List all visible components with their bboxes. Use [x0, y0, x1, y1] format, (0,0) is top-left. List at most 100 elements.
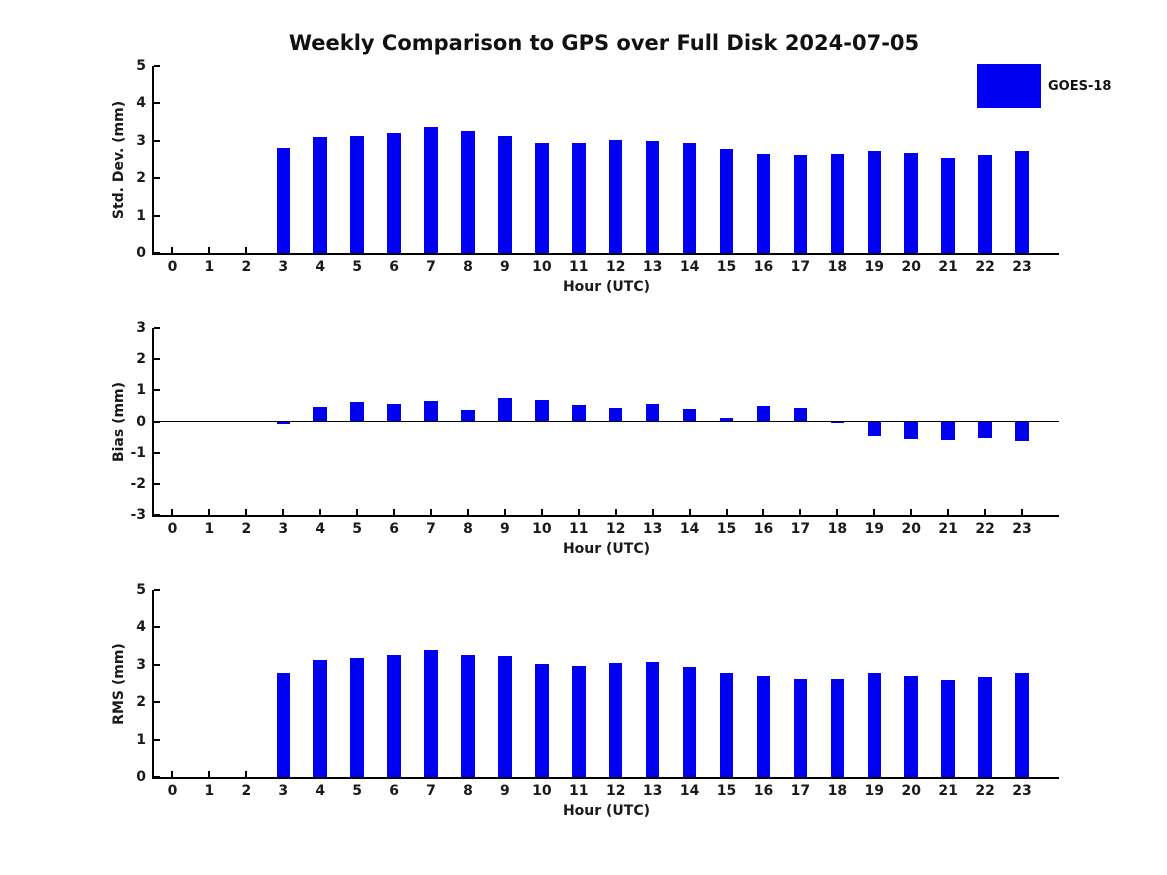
x-tick: [245, 509, 248, 515]
y-tick-label: -1: [130, 444, 146, 461]
y-tick-label: 5: [136, 58, 146, 74]
x-tick-label: 8: [463, 521, 473, 537]
x-tick-label: 4: [315, 783, 326, 799]
x-tick: [171, 509, 174, 515]
x-tick-label: 17: [790, 783, 811, 799]
x-tick-label: 1: [204, 521, 215, 537]
subplot-bias: Bias (mm) 3 2 1 0 -1 -2 -3 0 1 2 3 4 5 6 7 8 9 10 11 12 13 14 1…: [111, 320, 1059, 557]
y-tick-label: 1: [136, 731, 146, 748]
bar-hour-20: [904, 153, 918, 253]
bar-hour-17: [793, 155, 808, 253]
bar-hour-23: [1015, 672, 1029, 777]
bar-hour-16: [756, 154, 771, 253]
bar-hour-11: [572, 404, 586, 422]
x-tick-label: 19: [864, 259, 885, 275]
x-tick-label: 14: [679, 259, 700, 275]
y-tick: [154, 327, 160, 329]
bar-hour-21: [941, 421, 955, 440]
bar-hour-10: [535, 399, 549, 422]
x-tick: [540, 509, 543, 515]
x-tick-label: 1: [204, 783, 215, 799]
x-tick: [245, 771, 248, 777]
bar-hour-18: [830, 154, 845, 253]
bar-hour-22: [978, 676, 992, 777]
x-tick-label: 10: [532, 521, 552, 537]
y-tick-label: 4: [136, 619, 146, 636]
bar-hour-23: [1015, 421, 1029, 441]
bar-hour-14: [682, 409, 697, 422]
x-tick-label: 0: [167, 259, 178, 275]
bar-hour-19: [867, 673, 882, 777]
x-tick: [688, 509, 691, 515]
bar-hour-4: [313, 659, 327, 777]
x-tick: [873, 509, 876, 515]
x-tick-label: 20: [901, 259, 921, 275]
bar-hour-16: [756, 405, 771, 422]
bar-hour-15: [719, 673, 734, 777]
x-axis-label-std-dev: Hour (UTC): [562, 279, 651, 295]
bar-hour-13: [645, 140, 660, 253]
bar-hour-22: [978, 421, 992, 438]
bar-hour-7: [424, 650, 438, 777]
bar-hour-4: [313, 137, 327, 253]
x-tick-label: 7: [426, 521, 436, 537]
x-tick-label: 8: [463, 783, 473, 799]
x-tick-label: 6: [389, 259, 399, 275]
y-tick: [154, 482, 160, 485]
y-tick-label: -3: [130, 507, 146, 523]
legend-swatch-goes18: [977, 64, 1041, 108]
x-tick-label: 22: [975, 259, 995, 275]
bar-hour-11: [572, 665, 586, 777]
y-tick-label: 3: [136, 132, 146, 149]
x-tick-label: 13: [642, 783, 663, 799]
x-tick: [836, 509, 839, 515]
bar-hour-12: [608, 139, 623, 253]
y-tick: [154, 626, 160, 629]
x-tick: [1021, 509, 1024, 515]
x-tick: [910, 509, 913, 515]
zero-line: [154, 421, 1059, 422]
x-tick-label: 7: [426, 259, 436, 275]
x-tick-label: 3: [278, 259, 289, 275]
x-tick-label: 7: [426, 783, 436, 799]
legend: GOES-18: [977, 64, 1111, 108]
x-tick: [245, 247, 248, 253]
bar-hour-21: [941, 679, 955, 777]
x-tick-label: 14: [679, 783, 700, 799]
x-tick-label: 15: [716, 259, 737, 275]
x-tick-label: 5: [352, 259, 363, 275]
bar-hour-16: [756, 675, 771, 777]
x-tick: [577, 509, 580, 515]
y-tick: [154, 139, 160, 142]
x-tick-label: 5: [352, 783, 363, 799]
bar-hour-8: [461, 131, 475, 253]
x-tick-label: 9: [500, 783, 510, 799]
bar-hour-14: [682, 143, 697, 253]
bar-hour-6: [387, 404, 401, 422]
x-tick: [356, 509, 359, 515]
bar-hour-17: [793, 679, 808, 777]
bar-hour-8: [461, 654, 475, 777]
x-tick-label: 20: [901, 783, 921, 799]
y-tick-label: 3: [136, 656, 146, 673]
bar-hour-10: [535, 143, 549, 253]
y-tick-label: 2: [136, 351, 146, 368]
bar-hour-20: [904, 675, 918, 777]
bar-hour-9: [498, 135, 512, 253]
x-tick-label: 13: [642, 259, 663, 275]
x-tick-label: 16: [753, 259, 774, 275]
bar-hour-8: [461, 409, 475, 422]
bar-hour-9: [498, 655, 512, 777]
x-tick: [208, 247, 211, 253]
y-tick: [154, 701, 160, 704]
x-tick: [799, 509, 802, 515]
bar-hour-22: [978, 154, 992, 253]
x-tick-label: 14: [679, 521, 700, 537]
bar-hour-7: [424, 401, 438, 422]
x-tick-label: 6: [389, 521, 399, 537]
bar-hour-4: [313, 406, 327, 422]
y-tick-label: 2: [136, 694, 146, 711]
x-tick: [171, 771, 174, 777]
y-axis-label-std-dev: Std. Dev. (mm): [111, 100, 127, 219]
